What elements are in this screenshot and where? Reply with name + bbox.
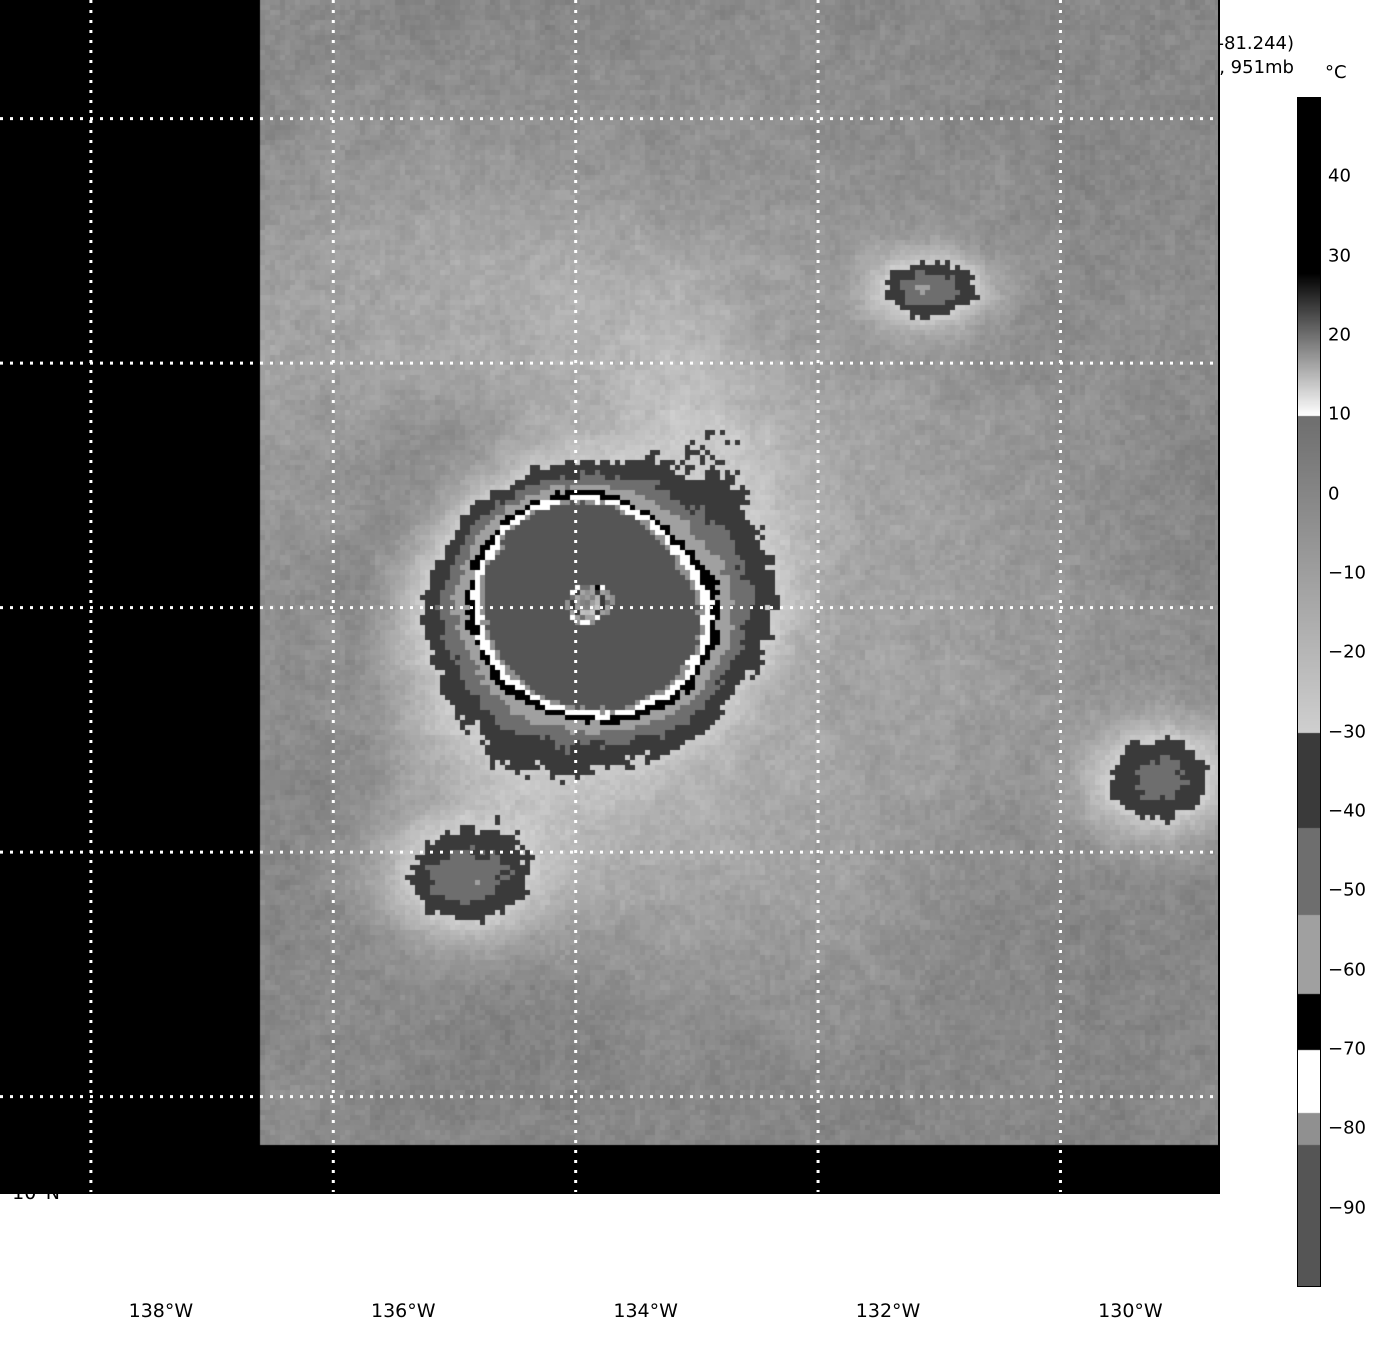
x-tick-label: 130°W (1098, 1300, 1163, 1322)
colorbar-tick-label: −20 (1328, 641, 1366, 663)
colorbar-tick-label: −30 (1328, 721, 1366, 743)
colorbar-tick-label: −60 (1328, 959, 1366, 981)
colorbar-unit-label: °C (1325, 62, 1347, 83)
lat-lon-gridlines (0, 0, 1218, 1192)
colorbar-tick-label: 0 (1328, 483, 1340, 505)
colorbar-tick-label: −70 (1328, 1038, 1366, 1060)
y-tick-label: 16°N (12, 448, 60, 471)
colorbar-gradient (1298, 98, 1320, 1286)
y-tick-label: 18°N (12, 203, 60, 226)
colorbar-tick-label: −40 (1328, 800, 1366, 822)
y-tick-label: 12°N (12, 937, 60, 960)
satellite-image-plot: Copyright © 2020-2025 Dapiya (0, 0, 1220, 1194)
colorbar-tick-label: 40 (1328, 165, 1351, 187)
x-tick-label: 134°W (613, 1300, 678, 1322)
x-tick-label: 136°W (371, 1300, 436, 1322)
y-tick-label: 14°N (12, 692, 60, 715)
x-tick-label: 138°W (128, 1300, 194, 1322)
colorbar-tick-label: 30 (1328, 245, 1351, 267)
colorbar-tick-label: 10 (1328, 403, 1351, 425)
colorbar-tick-label: −90 (1328, 1197, 1366, 1219)
satellite-imagery-canvas (0, 0, 1218, 1192)
plot-inner (0, 0, 1218, 1192)
colorbar (1297, 97, 1321, 1287)
x-tick-label: 132°W (855, 1300, 921, 1322)
colorbar-tick-label: −50 (1328, 879, 1366, 901)
y-tick-label: 10°N (12, 1181, 60, 1204)
colorbar-tick-label: 20 (1328, 324, 1351, 346)
colorbar-tick-label: −10 (1328, 562, 1366, 584)
colorbar-tick-label: −80 (1328, 1117, 1366, 1139)
